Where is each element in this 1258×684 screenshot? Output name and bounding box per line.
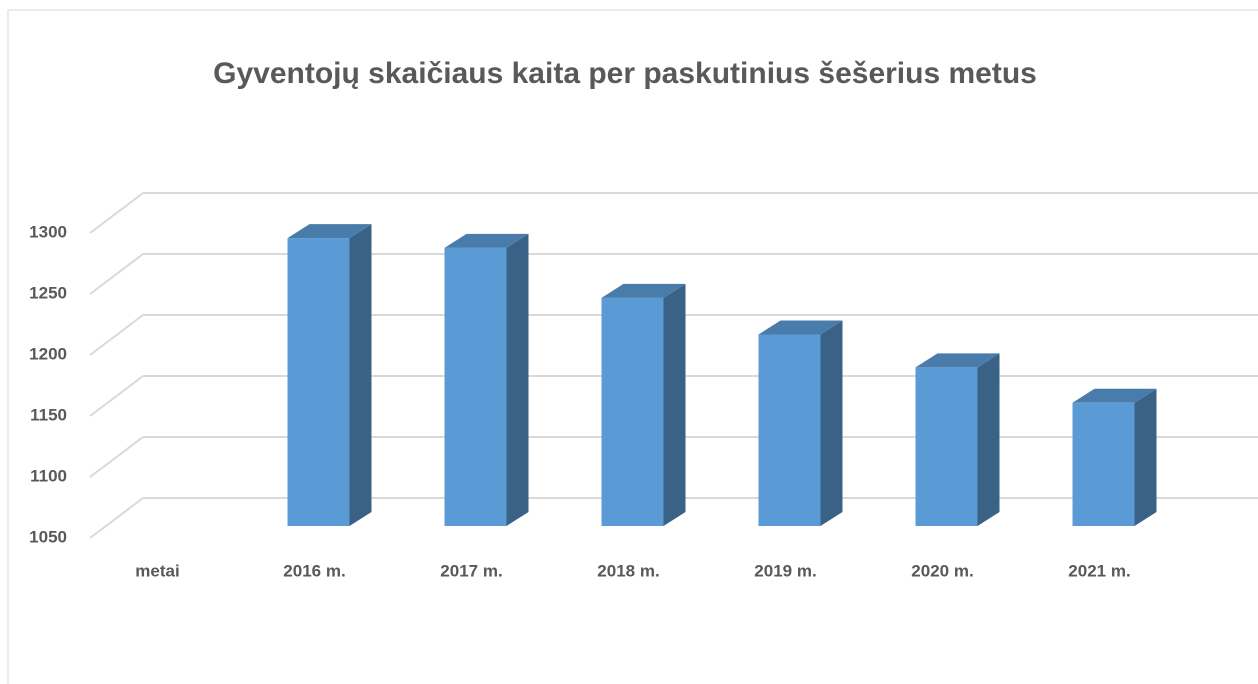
- bar-top: [1072, 388, 1157, 403]
- grid-line: [89, 497, 144, 539]
- y-tick-label: 1150: [30, 405, 67, 424]
- y-tick-label: 1200: [29, 344, 67, 363]
- chart-title: Gyventojų skaičiaus kaita per paskutiniu…: [213, 57, 1037, 90]
- bar-side: [349, 224, 372, 526]
- y-tick-label: 1250: [29, 283, 67, 302]
- bar: [287, 238, 350, 526]
- x-tick-label: 2017 m.: [440, 561, 502, 580]
- x-tick-label: 2018 m.: [597, 561, 659, 580]
- bar-top: [287, 224, 372, 239]
- x-tick-label: metai: [135, 561, 179, 580]
- bar: [1072, 402, 1135, 526]
- bar-top: [444, 233, 529, 248]
- bar-side: [1134, 388, 1157, 526]
- grid-line: [89, 314, 144, 356]
- y-tick-label: 1050: [29, 527, 67, 546]
- bar: [601, 297, 664, 526]
- x-tick-label: 2020 m.: [911, 561, 973, 580]
- y-tick-label: 1100: [30, 466, 67, 485]
- bar-side: [820, 320, 843, 526]
- bar: [758, 334, 821, 526]
- grid-line: [89, 192, 144, 234]
- bar: [915, 367, 978, 526]
- y-tick-label: 1300: [29, 222, 67, 241]
- bar-side: [977, 353, 1000, 526]
- x-tick-label: 2019 m.: [754, 561, 816, 580]
- bar-top: [915, 353, 1000, 368]
- bar-top: [601, 283, 686, 298]
- grid-line: [89, 436, 144, 478]
- x-tick-label: 2016 m.: [283, 561, 345, 580]
- x-tick-label: 2021 m.: [1068, 561, 1130, 580]
- bar-top: [758, 320, 843, 335]
- bar-side: [663, 283, 686, 526]
- bar-side: [506, 233, 529, 526]
- grid-line: [89, 375, 144, 417]
- grid-line: [89, 253, 144, 295]
- bar: [444, 247, 507, 526]
